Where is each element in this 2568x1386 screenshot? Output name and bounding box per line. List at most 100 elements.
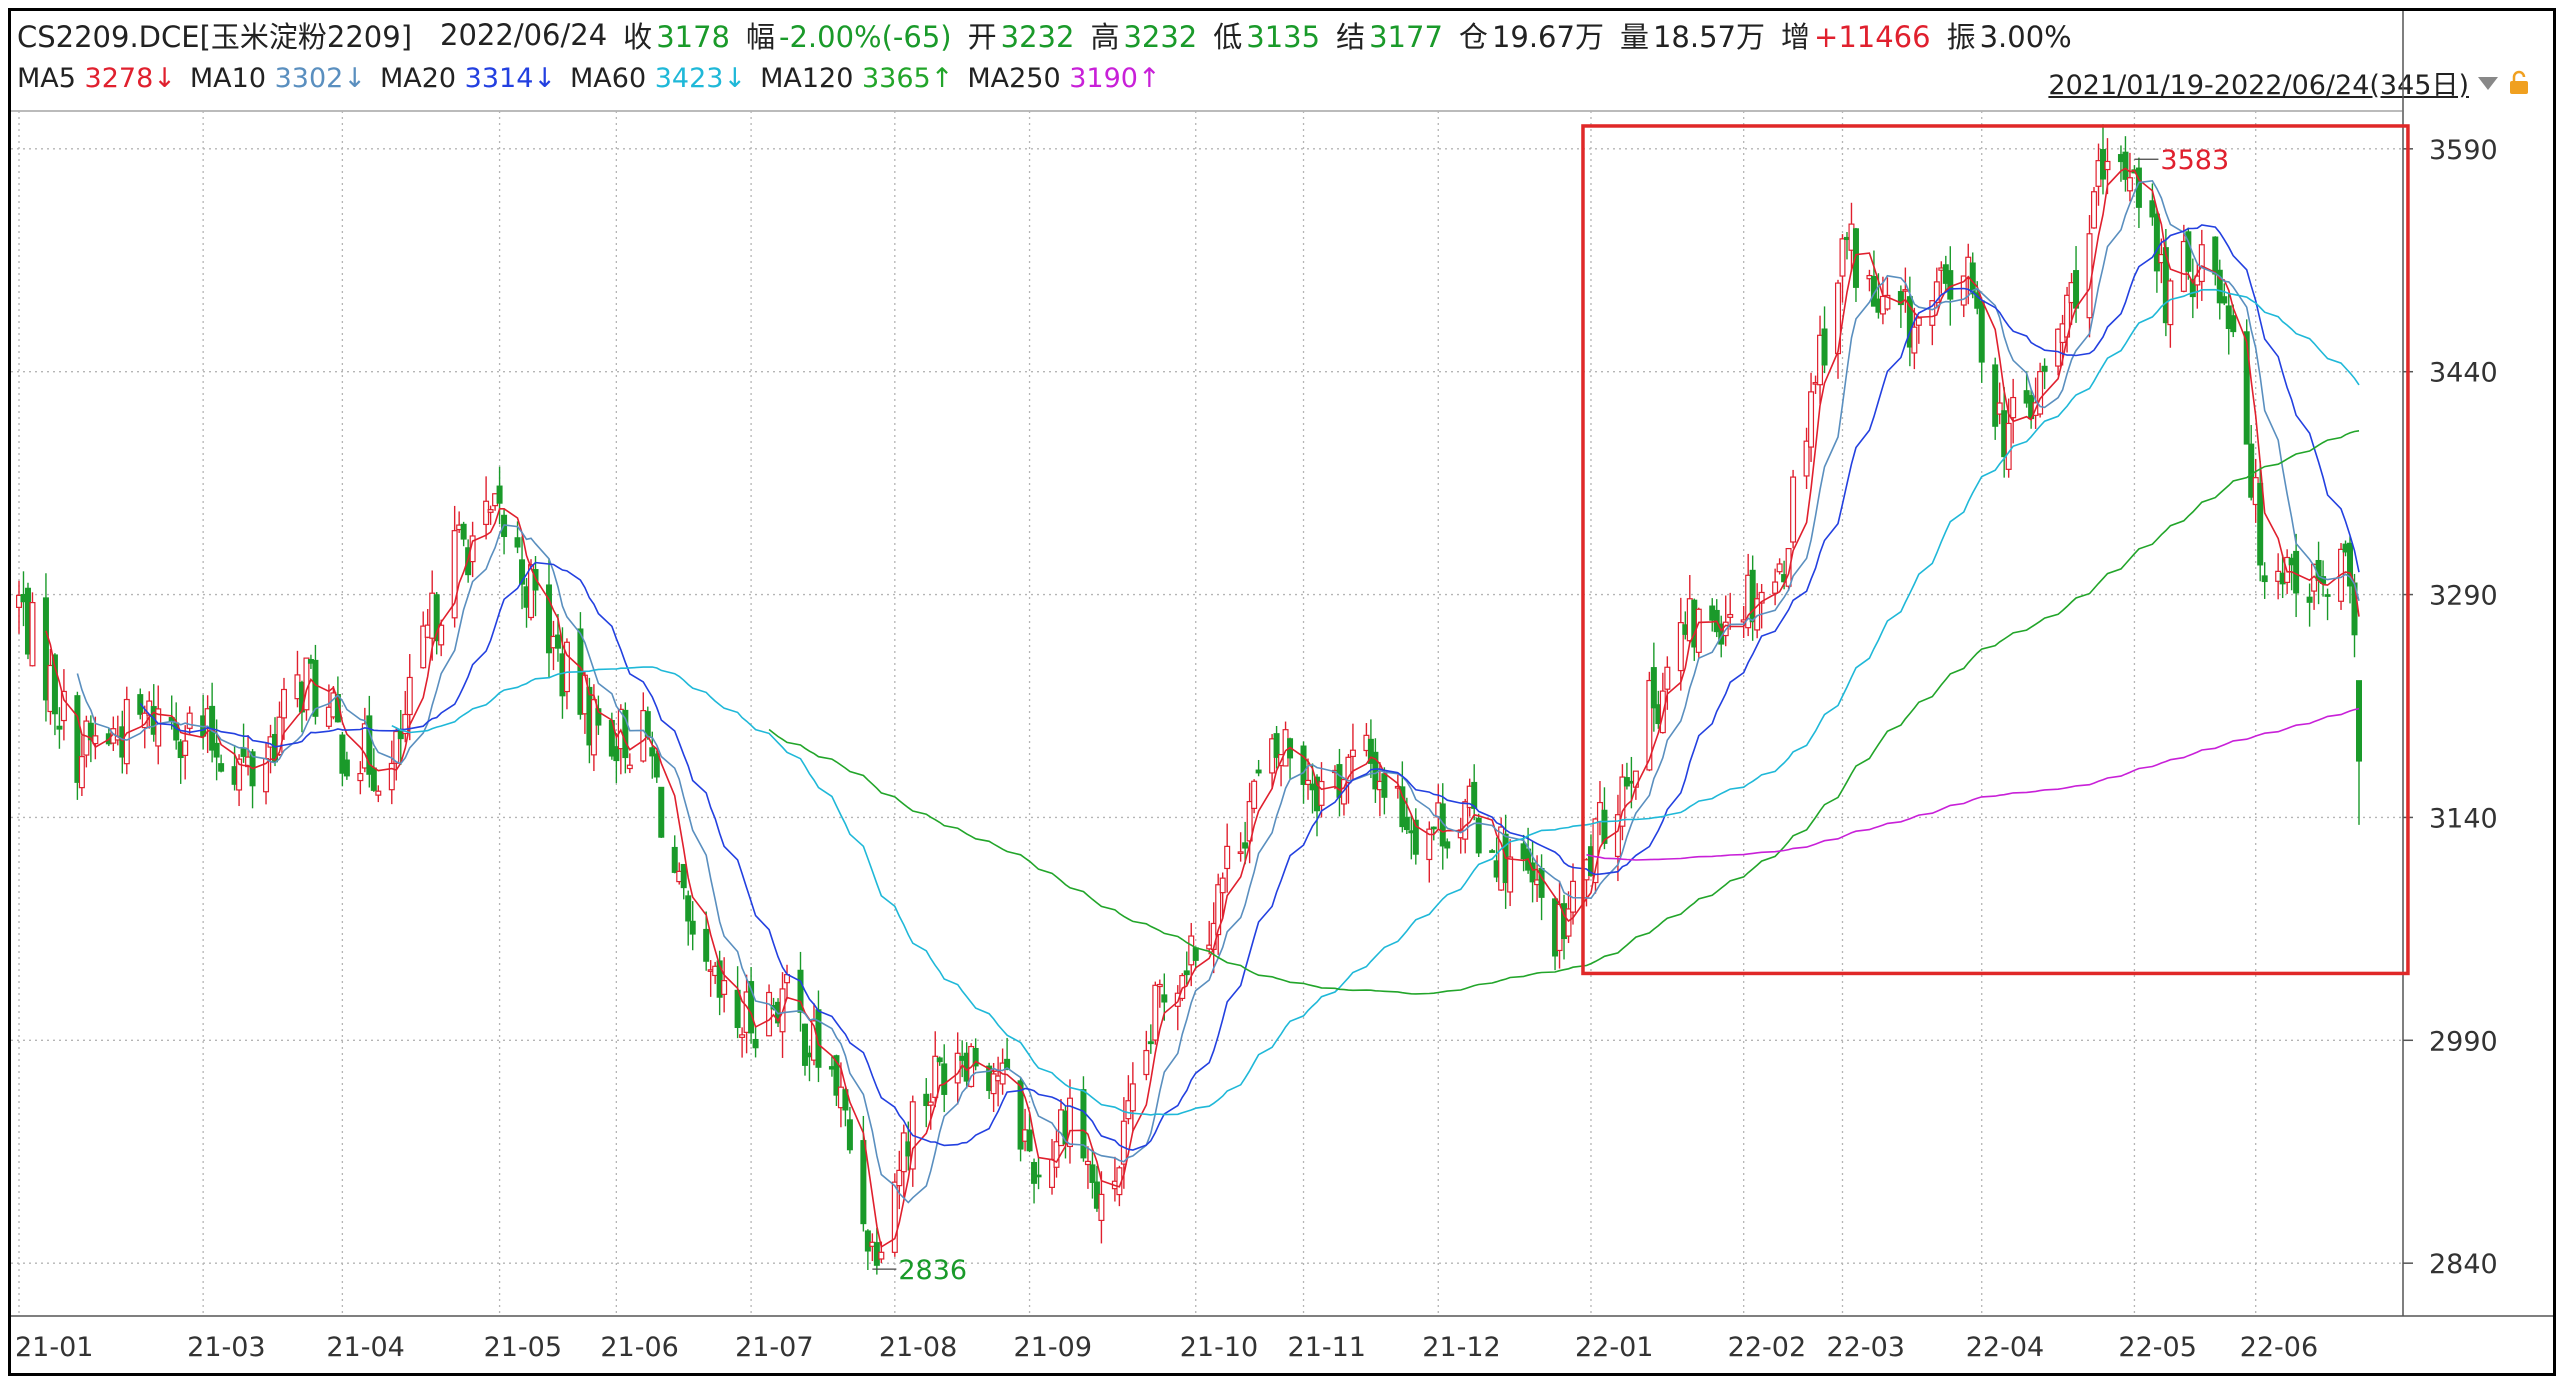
candle-up [739, 1034, 746, 1038]
candle-up [276, 716, 283, 756]
ma250-legend[interactable]: MA250 3190↑ [967, 63, 1160, 94]
candle-down [2153, 213, 2160, 272]
amplitude-value: 3.00% [1979, 20, 2072, 54]
candle-up [1803, 440, 1810, 477]
increase-label: 增 [1781, 20, 1811, 54]
candle-up [236, 758, 243, 791]
increase-field: 增 +11466 [1781, 14, 1931, 56]
ma60-legend[interactable]: MA60 3423↓ [570, 63, 746, 94]
candle-up [1758, 591, 1765, 604]
ma20-legend[interactable]: MA20 3314↓ [380, 63, 556, 94]
candle-down [1192, 947, 1199, 961]
candle-down [218, 763, 225, 772]
candle-up [92, 735, 99, 745]
candle-down [1852, 228, 1859, 288]
ma120-legend[interactable]: MA120 3365↑ [760, 63, 953, 94]
candle-up [563, 641, 570, 693]
candle-down [734, 989, 741, 1028]
low-label: 低 [1213, 20, 1243, 54]
candle-up [78, 756, 85, 789]
candle-up [1614, 814, 1621, 857]
candle-down [685, 895, 692, 922]
candle-up [990, 1073, 997, 1095]
ma5-value: 3278↓ [84, 62, 176, 94]
dropdown-triangle-icon[interactable] [2475, 72, 2501, 94]
symbol-label[interactable]: CS2209.DCE[玉米淀粉2209] [17, 20, 413, 54]
candle-down [613, 746, 620, 762]
oi-field: 仓 19.67万 [1459, 14, 1604, 56]
date-range-selector[interactable]: 2021/01/19-2022/06/24(345日) [2048, 63, 2531, 102]
candle-up [1066, 1097, 1073, 1148]
amplitude-field: 振 3.00% [1947, 14, 2072, 56]
candle-up [1349, 749, 1356, 758]
candle-down [644, 711, 651, 737]
candle-up [438, 624, 445, 646]
candle-down [366, 715, 373, 775]
candle-up [1120, 1120, 1127, 1165]
candle-up [29, 602, 36, 667]
candle-down [1273, 733, 1280, 758]
candle-down [1650, 667, 1657, 709]
candle-up [303, 657, 310, 711]
candle-down [923, 1093, 930, 1107]
quote-header: CS2209.DCE[玉米淀粉2209] 2022/06/24 收 3178 幅-… [11, 15, 2088, 55]
x-tick-label: 21-08 [879, 1332, 957, 1363]
candle-up [1215, 884, 1222, 936]
candle-down [370, 767, 377, 791]
amplitude-label: 振 [1946, 20, 1976, 54]
lock-icon[interactable] [2507, 70, 2531, 96]
date-range-label: 2021/01/19-2022/06/24(345日) [2048, 70, 2469, 101]
candle-up [896, 1169, 903, 1187]
x-tick-label: 22-02 [1728, 1332, 1806, 1363]
candle-up [891, 1181, 898, 1253]
candle-up [2198, 244, 2205, 283]
candle-up [393, 730, 400, 764]
close-value: 3178 [656, 20, 730, 54]
candle-up [1772, 581, 1779, 594]
candle-up [1053, 1141, 1060, 1168]
candle-down [1403, 816, 1410, 831]
candle-down [514, 537, 521, 548]
x-tick-label: 21-04 [326, 1332, 404, 1363]
candle-down [240, 747, 247, 757]
high-field: 高 3232 [1090, 14, 1197, 56]
candle-up [1507, 856, 1514, 893]
candle-down [703, 928, 710, 962]
candle-up [1224, 845, 1231, 870]
kline-chart[interactable]: 3590 3440 3290 3140 2990 2840 21-01 21-03 21-04 2… [11, 11, 2553, 1373]
candle-up [1902, 289, 1909, 292]
candle-up [1960, 275, 1967, 306]
candle-down [972, 1047, 979, 1067]
ma120-name: MA120 [760, 62, 854, 94]
x-tick-label: 21-07 [735, 1332, 813, 1363]
change-field: 幅 -2.00%(-65) [746, 14, 952, 56]
candle-down [343, 759, 350, 777]
candle-down [2356, 680, 2363, 762]
ma10-legend[interactable]: MA10 3302↓ [190, 63, 366, 94]
candle-down [671, 846, 678, 873]
candle-up [2104, 160, 2111, 171]
candle-up [626, 764, 633, 770]
candle-down [1147, 1041, 1154, 1045]
candle-up [375, 790, 382, 796]
candle-down [842, 1089, 849, 1111]
x-tick-label: 21-03 [187, 1332, 265, 1363]
candle-down [2293, 550, 2300, 594]
high-label: 高 [1090, 20, 1120, 54]
ma-legend: MA5 3278↓ MA10 3302↓ MA20 3314↓ MA60 342… [11, 59, 1175, 97]
candle-down [653, 753, 660, 778]
candle-up [1911, 326, 1918, 354]
candle-down [1399, 786, 1406, 828]
candle-down [1183, 970, 1190, 976]
candle-down [716, 960, 723, 998]
candle-down [1992, 364, 1999, 427]
candle-up [280, 688, 287, 719]
low-field: 低 3135 [1213, 14, 1320, 56]
ma5-name: MA5 [17, 62, 76, 94]
candle-down [1255, 769, 1262, 774]
ma250-name: MA250 [967, 62, 1061, 94]
candle-down [936, 1057, 943, 1063]
candle-down [56, 725, 63, 730]
ma5-legend[interactable]: MA5 3278↓ [17, 63, 176, 94]
candle-up [2055, 328, 2062, 367]
